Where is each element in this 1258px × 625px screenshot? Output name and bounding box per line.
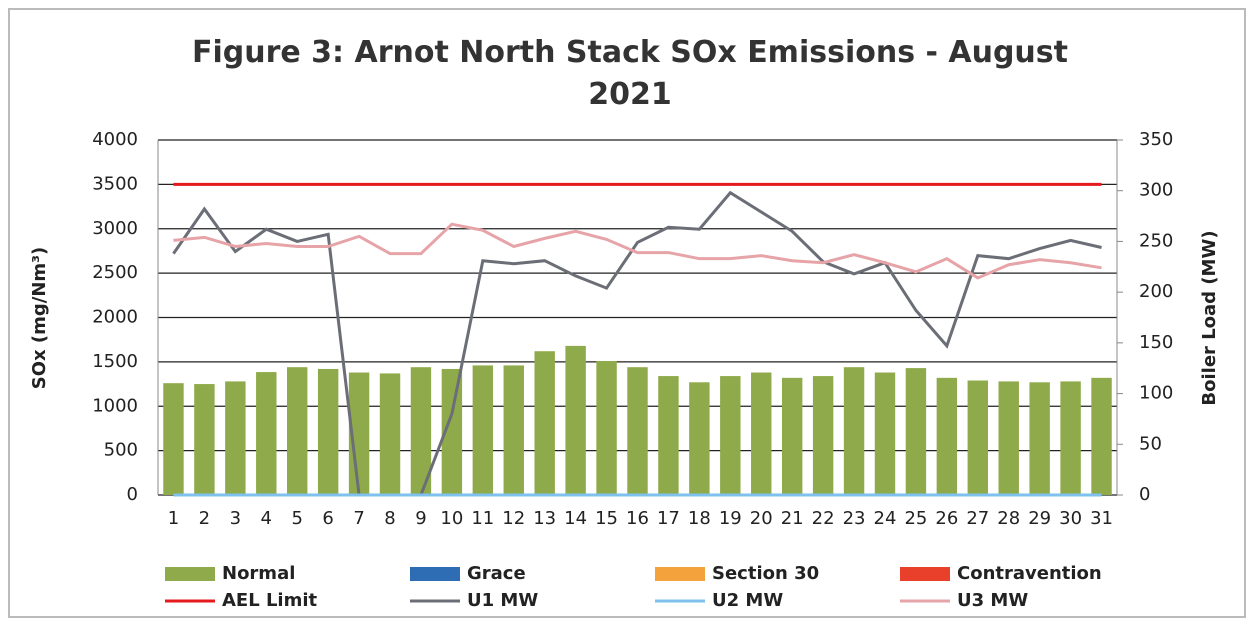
x-tick-label: 8 xyxy=(384,508,395,529)
x-tick-label: 25 xyxy=(904,508,927,529)
legend-label: Contravention xyxy=(957,563,1102,584)
y2-tick-label: 0 xyxy=(1139,484,1150,505)
bar xyxy=(256,372,277,495)
y-tick-label: 4000 xyxy=(92,129,138,150)
y-tick-label: 500 xyxy=(104,440,138,461)
x-tick-label: 21 xyxy=(781,508,804,529)
bar xyxy=(689,382,710,495)
bar xyxy=(998,381,1019,495)
y-axis-label: SOx (mg/Nm³) xyxy=(29,247,50,390)
bar xyxy=(658,376,679,495)
y-tick-label: 3500 xyxy=(92,173,138,194)
bar xyxy=(905,368,927,495)
bar xyxy=(534,351,555,495)
bar xyxy=(379,373,401,495)
x-tick-label: 29 xyxy=(1028,508,1051,529)
line-series xyxy=(172,190,1102,497)
y-tick-label: 2500 xyxy=(92,262,138,283)
bar xyxy=(472,365,494,495)
y2-tick-label: 150 xyxy=(1139,332,1173,353)
y2-tick-label: 50 xyxy=(1139,433,1162,454)
x-tick-label: 13 xyxy=(533,508,556,529)
x-tick-label: 3 xyxy=(230,508,241,529)
x-tick-label: 10 xyxy=(440,508,463,529)
x-tick-label: 18 xyxy=(688,508,711,529)
legend-label: Normal xyxy=(222,563,295,584)
y2-tick-label: 350 xyxy=(1139,129,1173,150)
bar xyxy=(874,372,896,495)
x-tick-label: 2 xyxy=(199,508,210,529)
y2-tick-label: 250 xyxy=(1139,230,1173,251)
y2-tick-label: 200 xyxy=(1139,281,1173,302)
x-tick-label: 11 xyxy=(471,508,494,529)
x-tick-label: 28 xyxy=(997,508,1020,529)
x-tick-label: 20 xyxy=(750,508,773,529)
x-tick-label: 1 xyxy=(168,508,179,529)
bar xyxy=(781,377,803,495)
x-tick-label: 6 xyxy=(322,508,333,529)
y-tick-label: 0 xyxy=(127,484,138,505)
bar xyxy=(1091,377,1112,495)
bar xyxy=(936,377,958,495)
x-tick-label: 27 xyxy=(966,508,989,529)
x-tick-label: 5 xyxy=(291,508,302,529)
bar xyxy=(503,365,524,495)
chart-frame xyxy=(8,8,1246,618)
line-series xyxy=(173,222,1102,280)
x-tick-label: 12 xyxy=(502,508,525,529)
bar xyxy=(225,381,246,495)
bar xyxy=(441,368,463,495)
legend-label: Section 30 xyxy=(712,563,819,584)
legend-label: AEL Limit xyxy=(222,590,318,611)
x-tick-label: 31 xyxy=(1090,508,1113,529)
x-tick-label: 4 xyxy=(261,508,272,529)
legend-label: U3 MW xyxy=(957,590,1028,611)
bar xyxy=(720,376,741,495)
x-tick-label: 19 xyxy=(719,508,742,529)
x-tick-label: 23 xyxy=(843,508,866,529)
y-tick-label: 1000 xyxy=(92,395,138,416)
bar xyxy=(410,367,432,495)
x-tick-label: 16 xyxy=(626,508,649,529)
y2-tick-label: 300 xyxy=(1139,180,1173,201)
chart-title: Figure 3: Arnot North Stack SOx Emission… xyxy=(191,35,1068,112)
legend-label: U2 MW xyxy=(712,590,783,611)
legend-swatch xyxy=(900,567,950,581)
x-tick-label: 14 xyxy=(564,508,587,529)
bar xyxy=(287,367,308,495)
legend-label: Grace xyxy=(467,563,526,584)
bar xyxy=(596,360,617,495)
bar xyxy=(812,376,834,495)
x-tick-label: 30 xyxy=(1059,508,1082,529)
bar xyxy=(317,368,339,495)
y2-tick-label: 100 xyxy=(1139,383,1173,404)
y-tick-label: 1500 xyxy=(92,351,138,372)
bar xyxy=(627,367,648,495)
x-tick-label: 15 xyxy=(595,508,618,529)
legend-swatch xyxy=(655,567,705,581)
bar xyxy=(163,383,184,495)
bar xyxy=(751,372,772,495)
x-tick-label: 22 xyxy=(812,508,835,529)
x-tick-label: 26 xyxy=(935,508,958,529)
bar xyxy=(1060,381,1081,495)
x-tick-label: 9 xyxy=(415,508,426,529)
y-tick-label: 2000 xyxy=(92,307,138,328)
legend-swatch xyxy=(410,567,460,581)
x-tick-label: 24 xyxy=(874,508,897,529)
y2-axis-label: Boiler Load (MW) xyxy=(1199,230,1220,405)
bar xyxy=(843,367,865,495)
bar xyxy=(194,384,215,495)
bar xyxy=(565,345,586,495)
x-tick-label: 7 xyxy=(353,508,364,529)
bar xyxy=(1029,382,1050,495)
bar xyxy=(967,380,988,495)
y-tick-label: 3000 xyxy=(92,218,138,239)
x-tick-label: 17 xyxy=(657,508,680,529)
legend-swatch xyxy=(165,567,215,581)
legend-label: U1 MW xyxy=(467,590,538,611)
